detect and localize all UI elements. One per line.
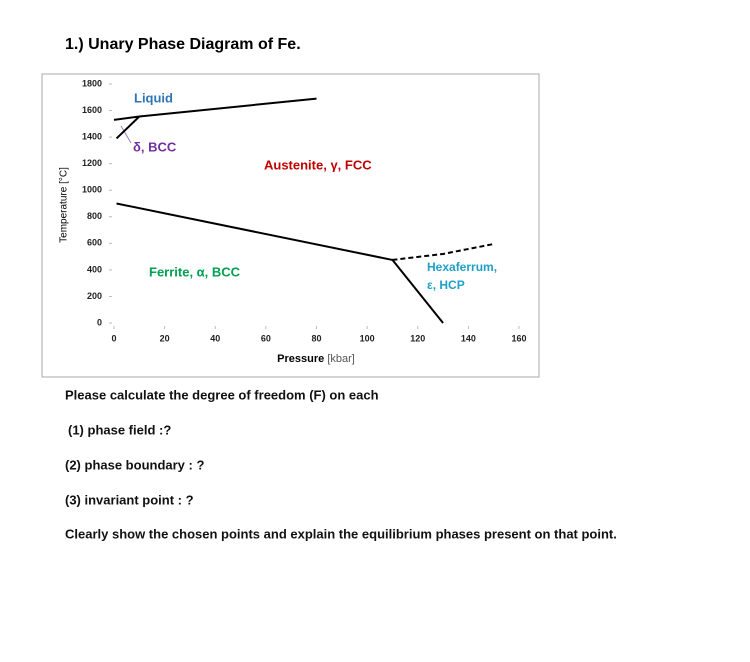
y-tick-label: 0: [97, 317, 102, 327]
y-tick-label: 1800: [82, 78, 102, 88]
y-tick-label: 1600: [82, 105, 102, 115]
page-title: 1.) Unary Phase Diagram of Fe.: [65, 36, 301, 53]
x-tick-label: 40: [210, 333, 220, 343]
x-tick-label: 100: [360, 333, 375, 343]
chart-frame: [41, 73, 540, 378]
phase-boundary: [391, 259, 444, 324]
x-axis-label: Pressure [kbar]: [277, 353, 355, 365]
x-tick-label: 140: [461, 333, 476, 343]
x-tick-label: 60: [261, 333, 271, 343]
y-axis-label: Temperature [°C]: [59, 167, 70, 243]
question-text: (2) phase boundary : ?: [65, 457, 204, 472]
phase-boundary: [113, 97, 317, 121]
region-label: Austenite, γ, FCC: [264, 157, 372, 172]
region-label: ε, HCP: [427, 278, 465, 292]
y-tick-label: 800: [87, 211, 102, 221]
region-label: Liquid: [134, 90, 173, 105]
x-tick-label: 160: [511, 333, 526, 343]
phase-boundary: [115, 115, 141, 140]
region-label: δ, BCC: [133, 139, 177, 154]
y-tick-label: 1400: [82, 131, 102, 141]
question-text: Clearly show the chosen points and expla…: [65, 526, 617, 541]
y-tick-label: 200: [87, 291, 102, 301]
y-tick-label: 1200: [82, 158, 102, 168]
x-tick-label: 80: [311, 333, 321, 343]
x-tick-label: 120: [410, 333, 425, 343]
pointer-arrow: [120, 125, 132, 144]
x-label-text: Pressure: [277, 353, 324, 365]
y-tick-label: 1000: [82, 185, 102, 195]
x-tick-label: 20: [160, 333, 170, 343]
question-text: (1) phase field :?: [68, 422, 171, 437]
phase-boundary: [392, 243, 494, 261]
y-tick-label: 400: [87, 264, 102, 274]
question-text: (3) invariant point : ?: [65, 492, 194, 507]
region-label: Hexaferrum,: [427, 260, 497, 274]
question-text: Please calculate the degree of freedom (…: [65, 387, 379, 402]
y-tick-label: 600: [87, 238, 102, 248]
region-label: Ferrite, α, BCC: [149, 264, 241, 279]
phase-boundary: [116, 202, 393, 261]
x-tick-label: 0: [111, 333, 116, 343]
x-unit: [kbar]: [327, 353, 355, 365]
